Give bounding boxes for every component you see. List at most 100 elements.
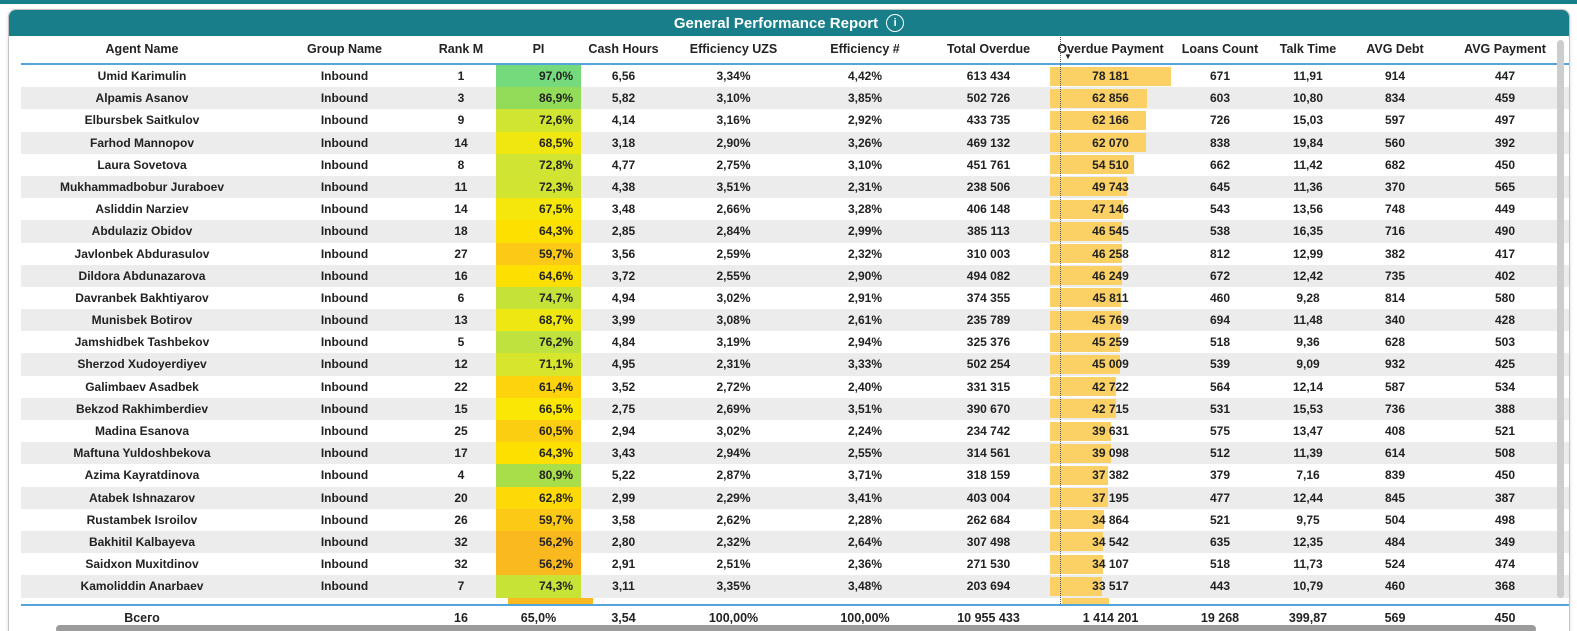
cell-efficiency-num: 2,32% — [847, 246, 883, 261]
column-header-overdue-payment[interactable]: Overdue Payment — [1057, 42, 1164, 56]
cell-talk-time: 11,48 — [1267, 309, 1349, 332]
cell-agent-name: Farhod Mannopov — [21, 131, 263, 154]
table-row[interactable]: Bekzod Rakhimberdiev Inbound 15 66,5% 2,75 2,… — [21, 397, 1569, 420]
cell-avg-debt: 460 — [1349, 575, 1441, 598]
column-header-total-overdue[interactable]: Total Overdue — [946, 42, 1031, 56]
vertical-scrollbar[interactable] — [1557, 40, 1564, 598]
cell-rank-m: 22 — [454, 379, 468, 394]
table-row[interactable]: Dildora Abdunazarova Inbound 16 64,6% 3,72 2,… — [21, 264, 1569, 287]
info-icon[interactable]: i — [886, 14, 905, 32]
cell-efficiency-uzs: 3,16% — [716, 113, 751, 128]
cell-group-name: Inbound — [320, 202, 369, 217]
cell-efficiency-uzs: 2,75% — [716, 157, 751, 172]
column-header-group-name[interactable]: Group Name — [306, 42, 382, 56]
cell-avg-debt: 914 — [1384, 69, 1406, 83]
cell-avg-payment: 497 — [1494, 113, 1516, 128]
table-row[interactable]: Alpamis Asanov Inbound 3 86,9% 5,82 3,10% 3,85… — [21, 87, 1569, 110]
cell-cash-hours: 3,72 — [581, 264, 666, 287]
column-header-avg-debt[interactable]: AVG Debt — [1366, 42, 1424, 56]
cell-cash-hours: 3,52 — [611, 379, 636, 394]
table-row[interactable]: Laura Sovetova Inbound 8 72,8% 4,77 2,75% 3,10… — [21, 153, 1569, 176]
cell-avg-payment: 368 — [1441, 575, 1569, 598]
overdue-payment-bar — [1050, 110, 1146, 130]
cell-efficiency-num: 3,41% — [801, 486, 929, 509]
cell-talk-time: 9,36 — [1296, 335, 1320, 350]
total-avg-debt: 569 — [1384, 611, 1406, 625]
cell-group-name: Inbound — [263, 575, 426, 598]
table-row[interactable]: Abdulaziz Obidov Inbound 18 64,3% 2,85 2,84% 2… — [21, 220, 1569, 243]
cell-efficiency-num: 3,28% — [847, 202, 883, 217]
cell-efficiency-uzs: 2,90% — [666, 131, 801, 154]
column-header-avg-payment[interactable]: AVG Payment — [1464, 42, 1546, 56]
cell-group-name: Inbound — [320, 557, 369, 572]
table-row[interactable]: Javlonbek Abdurasulov Inbound 27 59,7% 3,56 2… — [21, 242, 1569, 265]
cell-cash-hours: 3,18 — [581, 131, 666, 154]
column-header-talk-time[interactable]: Talk Time — [1279, 42, 1337, 56]
cell-group-name: Inbound — [263, 87, 426, 110]
table-row[interactable]: Maftuna Yuldoshbekova Inbound 17 64,3% 3,43 2… — [21, 442, 1569, 465]
cell-agent-name: Jamshidbek Tashbekov — [74, 335, 210, 350]
cell-cash-hours: 5,82 — [581, 87, 666, 110]
cell-total-overdue: 310 003 — [966, 246, 1011, 261]
table-row[interactable]: Saidxon Muxitdinov Inbound 32 56,2% 2,91 2,51… — [21, 553, 1569, 576]
table-row[interactable]: Kamoliddin Anarbaev Inbound 7 74,3% 3,11 3,35… — [21, 575, 1569, 598]
table-row[interactable]: Umid Karimulin Inbound 1 97,0% 6,56 3,34% 4,42… — [21, 65, 1569, 88]
cell-total-overdue: 307 498 — [929, 530, 1048, 554]
overdue-payment-bar — [1050, 266, 1122, 286]
cell-rank-m: 18 — [426, 220, 496, 243]
table-row[interactable]: Sherzod Xudoyerdiyev Inbound 12 71,1% 4,95 2,… — [21, 353, 1569, 376]
cell-loans-count: 645 — [1173, 175, 1267, 199]
table-row[interactable]: Bakhitil Kalbayeva Inbound 32 56,2% 2,80 2,32… — [21, 530, 1569, 554]
cell-loans-count: 543 — [1209, 202, 1231, 217]
column-header-pi[interactable]: PI — [532, 42, 545, 56]
cell-avg-payment: 498 — [1494, 512, 1516, 527]
column-header-efficiency-num[interactable]: Efficiency # — [830, 42, 900, 56]
table-row[interactable]: Davranbek Bakhtiyarov Inbound 6 74,7% 4,94 3,… — [21, 286, 1569, 310]
horizontal-scrollbar[interactable] — [56, 625, 1536, 631]
overdue-payment-bar — [1050, 510, 1104, 530]
table-row[interactable]: Galimbaev Asadbek Inbound 22 61,4% 3,52 2,72%… — [21, 375, 1569, 398]
cell-cash-hours: 4,38 — [581, 175, 666, 199]
cell-avg-payment: 508 — [1441, 442, 1569, 465]
cell-rank-m: 27 — [454, 246, 468, 261]
column-header-rank-m[interactable]: Rank M — [438, 42, 484, 56]
overdue-payment-bar — [1050, 66, 1171, 86]
table-row[interactable]: Elbursbek Saitkulov Inbound 9 72,6% 4,14 3,16… — [21, 109, 1569, 132]
overdue-column-divider — [1060, 37, 1061, 604]
cell-cash-hours: 3,56 — [611, 246, 636, 261]
cell-total-overdue: 238 506 — [929, 175, 1048, 199]
column-header-efficiency-uzs[interactable]: Efficiency UZS — [689, 42, 778, 56]
cell-total-overdue: 390 670 — [929, 397, 1048, 420]
column-header-agent-name[interactable]: Agent Name — [105, 42, 179, 56]
report-card: General Performance Report i Agent Name G… — [8, 9, 1570, 631]
table-row[interactable]: Munisbek Botirov Inbound 13 68,7% 3,99 3,08% 2… — [21, 309, 1569, 332]
table-row[interactable]: Atabek Ishnazarov Inbound 20 62,8% 2,99 2,29%… — [21, 486, 1569, 509]
cell-total-overdue: 613 434 — [966, 69, 1011, 83]
overdue-payment-bar — [1050, 199, 1123, 219]
cell-avg-debt: 340 — [1349, 309, 1441, 332]
table-row[interactable]: Mukhammadbobur Juraboev Inbound 11 72,3% 4,3… — [21, 175, 1569, 199]
cell-avg-payment: 503 — [1494, 335, 1516, 350]
cell-loans-count: 512 — [1173, 442, 1267, 465]
column-header-loans-count[interactable]: Loans Count — [1181, 42, 1259, 56]
cell-avg-payment: 521 — [1494, 424, 1516, 438]
table-row[interactable]: Azima Kayratdinova Inbound 4 80,9% 5,22 2,87%… — [21, 464, 1569, 487]
cell-loans-count: 518 — [1209, 557, 1231, 572]
cell-loans-count: 672 — [1173, 264, 1267, 287]
cell-efficiency-uzs: 3,19% — [716, 335, 751, 350]
table-row[interactable]: Farhod Mannopov Inbound 14 68,5% 3,18 2,90% 3,… — [21, 131, 1569, 154]
overdue-payment-bar — [1050, 244, 1122, 263]
cell-loans-count: 726 — [1209, 113, 1231, 128]
cell-group-name: Inbound — [263, 397, 426, 420]
cell-overdue-payment: 34 542 — [1048, 530, 1173, 554]
table-row[interactable]: Jamshidbek Tashbekov Inbound 5 76,2% 4,84 3,1… — [21, 331, 1569, 354]
overdue-payment-bar — [1050, 443, 1111, 463]
column-header-cash-hours[interactable]: Cash Hours — [588, 42, 659, 56]
cell-efficiency-num: 2,94% — [847, 335, 883, 350]
table-row[interactable]: Madina Esanova Inbound 25 60,5% 2,94 3,02% 2,2… — [21, 420, 1569, 443]
cell-group-name: Inbound — [263, 264, 426, 287]
cell-cash-hours: 2,80 — [581, 530, 666, 554]
overdue-payment-bar — [1050, 377, 1116, 397]
table-row[interactable]: Rustambek Isroilov Inbound 26 59,7% 3,58 2,62… — [21, 508, 1569, 531]
table-row[interactable]: Asliddin Narziev Inbound 14 67,5% 3,48 2,66% 3… — [21, 198, 1569, 221]
